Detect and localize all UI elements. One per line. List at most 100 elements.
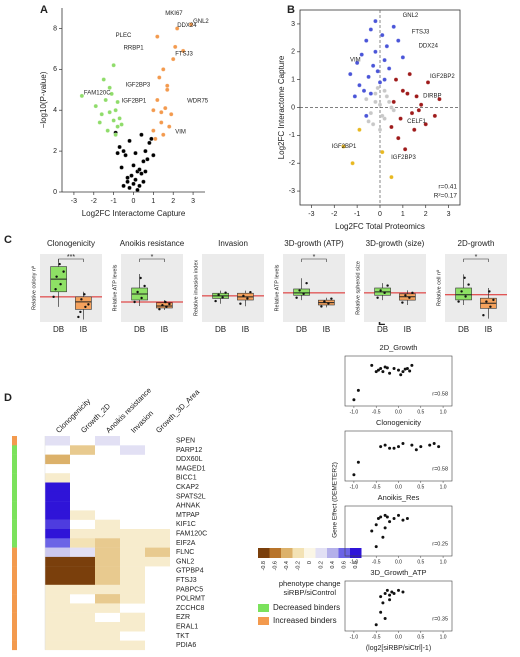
heatmap-cell	[95, 603, 120, 613]
heatmap-cell	[70, 547, 95, 558]
legend-tick-label: 0.6	[342, 561, 348, 569]
heatmap-cell	[120, 566, 145, 576]
point	[432, 442, 436, 445]
y-tick-label: 0	[53, 189, 57, 196]
row-label: FTSJ3	[176, 577, 197, 584]
point	[397, 513, 400, 517]
point	[392, 592, 396, 595]
row-label: SPATS2L	[176, 493, 206, 500]
point	[157, 75, 162, 80]
stat-label: r=0.41	[438, 184, 457, 191]
point	[87, 303, 90, 306]
significance-bracket	[301, 258, 327, 262]
point	[379, 289, 382, 292]
x-tick-label: 0.5	[417, 409, 424, 415]
legend-title: phenotype change	[279, 579, 341, 588]
row-group	[12, 463, 17, 474]
box	[455, 287, 472, 301]
point	[408, 296, 411, 299]
group-swatch	[258, 617, 269, 625]
y-tick-label: 2	[291, 49, 295, 56]
point	[405, 91, 410, 96]
plot-background	[121, 254, 183, 322]
y-tick-label: -2	[289, 160, 295, 167]
point	[437, 445, 441, 449]
point	[125, 179, 130, 184]
legend-swatch	[315, 548, 327, 558]
legend-tick-label: -0.4	[284, 561, 290, 570]
point	[383, 617, 387, 620]
x-axis-title: (log2[siRBP/siCtrl]-1)	[366, 645, 431, 652]
point	[381, 601, 385, 605]
annotation: DDX24	[419, 44, 439, 50]
row-group	[12, 547, 17, 558]
x-tick-label: -0.5	[372, 409, 381, 415]
point	[320, 305, 323, 308]
row-group	[12, 510, 17, 520]
point	[401, 518, 405, 522]
legend-swatch	[292, 548, 304, 558]
point	[117, 116, 122, 121]
heatmap-cell	[70, 566, 95, 576]
point	[171, 57, 176, 62]
point	[485, 300, 488, 303]
point	[97, 120, 102, 125]
legend-tick-label: 0	[307, 561, 313, 564]
significance: ***	[67, 254, 75, 261]
point	[121, 183, 126, 188]
point	[385, 515, 389, 519]
heatmap-cell	[45, 547, 70, 558]
point	[117, 144, 122, 150]
point	[416, 108, 421, 113]
point	[385, 588, 389, 592]
point	[407, 71, 412, 77]
x-tick-label: DB	[53, 325, 64, 334]
heatmap-cell	[95, 575, 120, 585]
y-tick-label: 3	[291, 21, 295, 28]
legend-swatch	[350, 548, 362, 558]
point	[373, 49, 378, 54]
heatmap-cell	[70, 584, 95, 595]
r-label: r=0.25	[432, 541, 448, 547]
row-label: PARP12	[176, 447, 202, 454]
point	[414, 448, 418, 452]
point	[410, 443, 414, 447]
point	[79, 93, 84, 99]
r-label: r=0.35	[432, 616, 448, 622]
annotation: DIRBP	[423, 94, 441, 100]
point	[113, 108, 118, 113]
row-label: SPEN	[176, 437, 195, 444]
point	[386, 284, 389, 287]
heatmap-cell	[145, 529, 170, 539]
plot-background	[202, 254, 264, 322]
point	[295, 296, 298, 299]
point	[387, 99, 392, 105]
x-tick-label: 0.0	[395, 559, 402, 565]
point	[423, 122, 428, 127]
x-tick-label: IB	[80, 325, 88, 334]
point	[131, 163, 136, 168]
point	[374, 623, 378, 627]
heatmap-cell	[70, 538, 95, 548]
point	[370, 529, 374, 533]
point	[380, 149, 385, 155]
point	[149, 136, 154, 141]
point	[111, 118, 116, 123]
point	[111, 63, 116, 68]
x-tick-label: -0.5	[372, 484, 381, 490]
point	[379, 610, 383, 614]
point	[428, 443, 432, 447]
point	[217, 293, 220, 296]
heatmap-cell	[45, 473, 70, 483]
point	[136, 290, 139, 294]
heatmap-cell	[70, 445, 95, 455]
point	[377, 127, 383, 132]
point	[83, 293, 86, 296]
point	[391, 99, 396, 105]
point	[388, 371, 392, 375]
x-tick-label: -1	[111, 198, 117, 205]
x-tick-label: 0.0	[395, 484, 402, 490]
legend-swatch	[258, 548, 270, 558]
box	[75, 296, 92, 310]
legend-tick-label: -0.8	[261, 561, 267, 570]
